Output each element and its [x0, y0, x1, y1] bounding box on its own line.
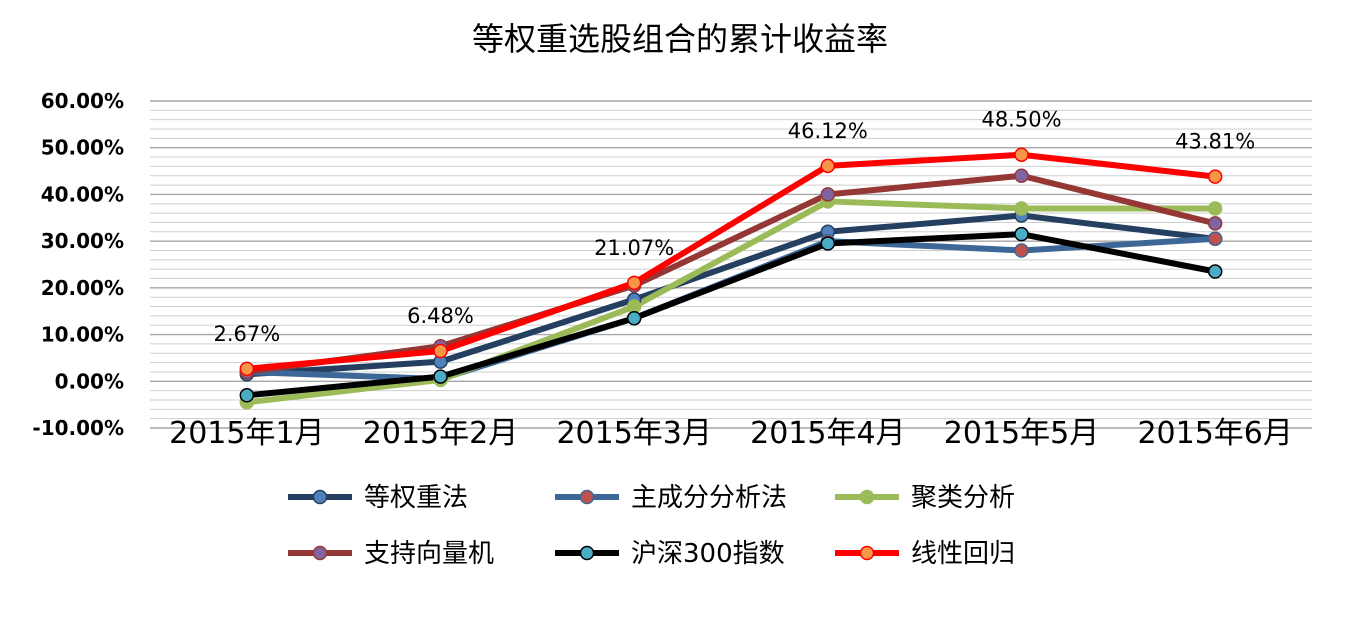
- legend-item: 等权重法: [288, 483, 468, 513]
- legend-item: 聚类分析: [835, 483, 1015, 513]
- grid-lines: [150, 100, 1312, 429]
- legend-label: 等权重法: [364, 483, 468, 513]
- data-label: 43.81%: [1175, 130, 1255, 154]
- y-tick-label: 60.00%: [41, 89, 124, 113]
- legend-item: 线性回归: [835, 539, 1015, 569]
- y-axis-tick-labels: 60.00% 50.00% 40.00% 30.00% 20.00% 10.00% 0.00…: [32, 89, 124, 440]
- series-5-point-1: [433, 343, 448, 359]
- legend-label: 支持向量机: [364, 539, 494, 569]
- series-5-point-3: [820, 158, 836, 174]
- legend-swatch-marker: [859, 545, 875, 561]
- x-tick-label: 2015年2月: [363, 416, 518, 451]
- legend-label: 主成分分析法: [631, 483, 787, 513]
- series-line-0: [243, 212, 1219, 378]
- series-2-point-4: [1014, 201, 1029, 216]
- series-4-point-4: [1014, 226, 1029, 242]
- y-tick-label: -10.00%: [32, 416, 124, 440]
- x-tick-label: 2015年4月: [750, 416, 905, 451]
- x-tick-label: 2015年5月: [944, 416, 1099, 451]
- legend-item: 沪深300指数: [555, 539, 785, 569]
- series-markers: [239, 147, 1223, 410]
- chart-title: 等权重选股组合的累计收益率: [472, 20, 888, 58]
- series-2-point-5: [1207, 201, 1223, 216]
- y-tick-label: 30.00%: [41, 229, 124, 253]
- legend-item: 主成分分析法: [555, 483, 787, 513]
- y-tick-label: 10.00%: [41, 323, 124, 347]
- series-line-4: [243, 231, 1219, 399]
- y-tick-label: 0.00%: [55, 369, 124, 393]
- data-label: 6.48%: [407, 304, 474, 328]
- x-tick-label: 2015年6月: [1137, 416, 1292, 451]
- series-5-point-2: [626, 275, 642, 291]
- series-3-point-5: [1207, 216, 1223, 231]
- series-3-point-3: [820, 187, 836, 202]
- y-tick-label: 40.00%: [41, 182, 124, 206]
- series-4-point-0: [239, 388, 255, 403]
- series-4-point-3: [820, 236, 836, 251]
- series-5-point-4: [1014, 147, 1029, 162]
- series-4-point-5: [1207, 264, 1223, 279]
- y-tick-label: 20.00%: [41, 276, 124, 300]
- series-lines: [243, 151, 1219, 406]
- series-line-5: [243, 151, 1219, 372]
- legend-label: 聚类分析: [911, 483, 1015, 513]
- data-label: 48.50%: [981, 108, 1061, 132]
- data-label: 2.67%: [213, 322, 280, 346]
- series-4-point-2: [626, 310, 642, 326]
- y-tick-label: 50.00%: [41, 136, 124, 160]
- legend-item: 支持向量机: [288, 539, 494, 569]
- series-5-point-0: [239, 361, 255, 377]
- series-1-point-4: [1014, 243, 1029, 258]
- legend-swatch-marker: [859, 489, 875, 505]
- series-1-point-5: [1207, 231, 1223, 247]
- legend-swatch-marker: [312, 545, 328, 561]
- series-5-point-5: [1207, 169, 1223, 184]
- x-tick-label: 2015年3月: [556, 416, 711, 451]
- x-tick-label: 2015年1月: [169, 416, 324, 451]
- x-axis-tick-labels: 2015年1月 2015年2月 2015年3月 2015年4月 2015年5月 2015年…: [169, 416, 1293, 451]
- series-4-point-1: [433, 369, 448, 384]
- series-line-2: [243, 198, 1219, 406]
- data-label: 21.07%: [594, 236, 674, 260]
- series-line-3: [243, 172, 1219, 375]
- legend-swatch-marker: [579, 489, 595, 505]
- legend-swatch-marker: [312, 489, 328, 505]
- legend-swatch-marker: [579, 545, 595, 561]
- data-labels: 2.67% 6.48% 21.07% 46.12% 48.50% 43.81%: [213, 108, 1255, 346]
- legend-label: 沪深300指数: [631, 539, 785, 569]
- data-label: 46.12%: [788, 119, 868, 143]
- series-3-point-4: [1014, 168, 1029, 183]
- legend-label: 线性回归: [911, 539, 1015, 569]
